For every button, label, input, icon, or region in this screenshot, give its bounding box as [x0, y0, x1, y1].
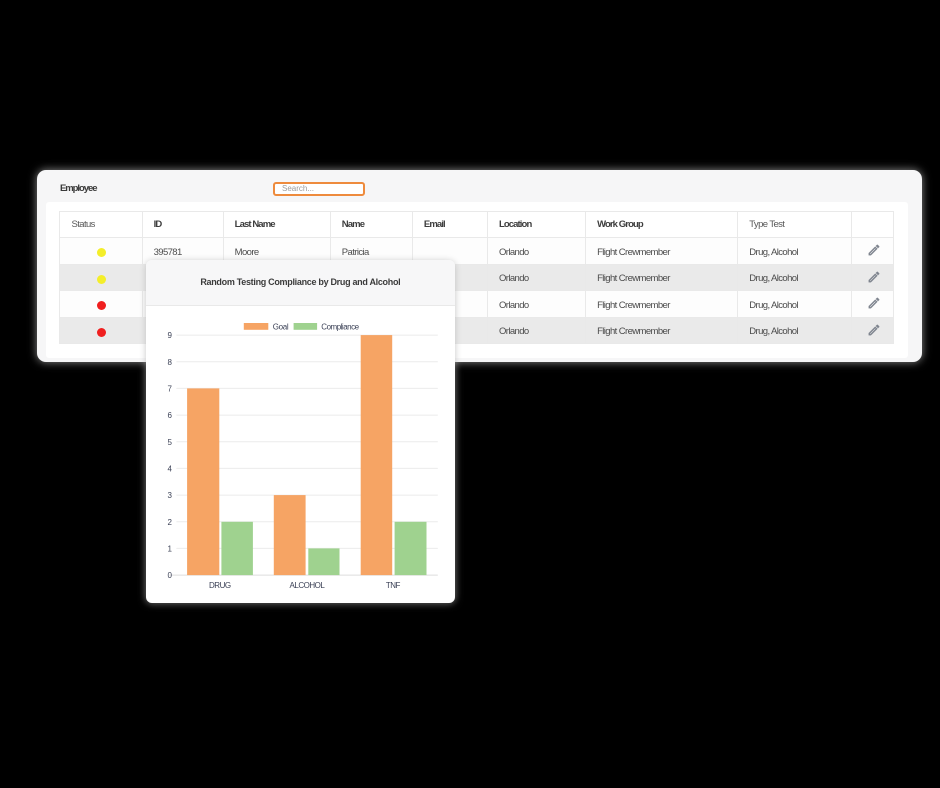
svg-text:Goal: Goal: [272, 323, 288, 332]
svg-text:0: 0: [167, 571, 172, 580]
svg-text:Compliance: Compliance: [321, 323, 359, 332]
svg-text:4: 4: [167, 465, 172, 474]
svg-text:5: 5: [167, 438, 172, 447]
svg-text:6: 6: [167, 411, 172, 420]
svg-text:ALCOHOL: ALCOHOL: [289, 581, 325, 590]
svg-text:9: 9: [167, 331, 172, 340]
svg-text:8: 8: [167, 358, 172, 367]
svg-text:TNF: TNF: [385, 581, 400, 590]
svg-text:3: 3: [167, 491, 172, 500]
svg-text:1: 1: [167, 545, 172, 554]
svg-text:2: 2: [167, 518, 172, 527]
svg-text:7: 7: [167, 385, 172, 394]
svg-text:DRUG: DRUG: [209, 581, 231, 590]
